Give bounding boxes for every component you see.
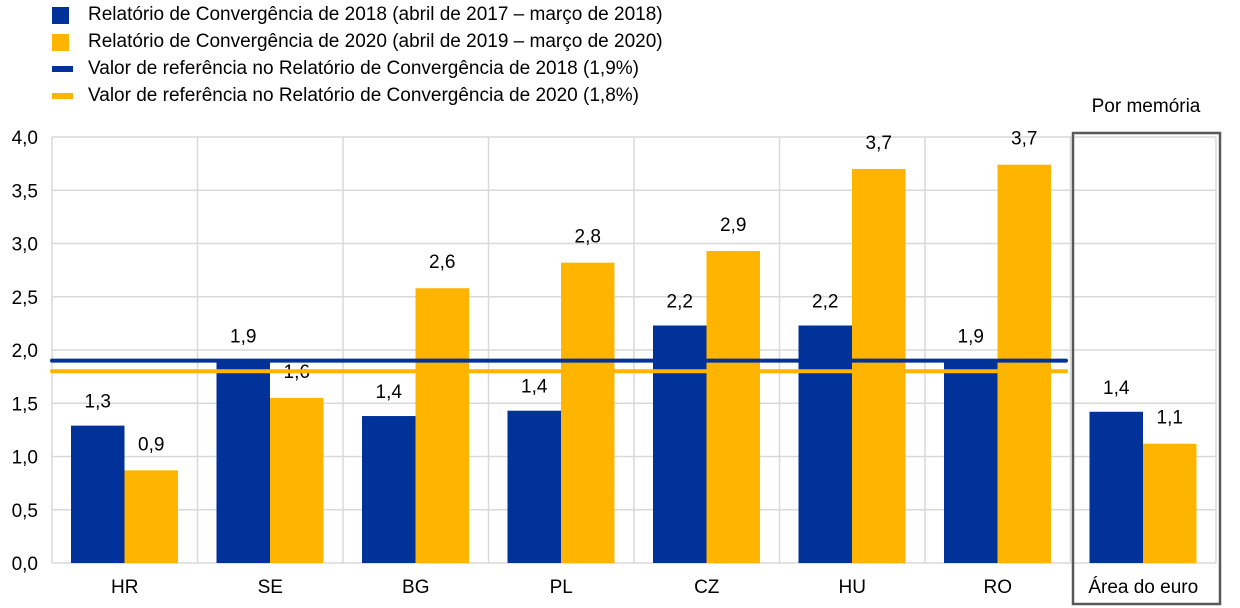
data-label: 2,2 bbox=[667, 292, 693, 313]
legend-label: Relatório de Convergência de 2018 (abril… bbox=[88, 4, 663, 25]
legend-item-2018: Relatório de Convergência de 2018 (abril… bbox=[52, 4, 663, 26]
y-tick-label: 3,5 bbox=[12, 181, 38, 202]
data-label: 3,7 bbox=[866, 133, 892, 154]
bar bbox=[507, 410, 561, 563]
x-tick-label: HR bbox=[111, 577, 138, 598]
data-label: 3,7 bbox=[1011, 129, 1037, 150]
y-tick-label: 2,0 bbox=[12, 341, 38, 362]
x-tick-label: SE bbox=[258, 577, 283, 598]
bar bbox=[561, 262, 615, 563]
data-label: 1,1 bbox=[1157, 408, 1183, 429]
legend-label: Valor de referência no Relatório de Conv… bbox=[88, 85, 639, 106]
data-label: 1,9 bbox=[230, 327, 256, 348]
x-tick-label: PL bbox=[550, 577, 573, 598]
memo-label: Por memória bbox=[1092, 96, 1201, 117]
bar bbox=[706, 250, 760, 563]
data-label: 1,4 bbox=[521, 377, 548, 398]
x-tick-label: Área do euro bbox=[1088, 577, 1198, 598]
memo-frame bbox=[1071, 131, 1222, 606]
y-tick-label: 4,0 bbox=[12, 128, 38, 149]
bar bbox=[362, 416, 416, 563]
legend-label: Valor de referência no Relatório de Conv… bbox=[88, 58, 639, 79]
legend-line bbox=[52, 93, 73, 99]
y-tick-label: 3,0 bbox=[12, 235, 38, 256]
data-label: 1,3 bbox=[85, 392, 111, 413]
y-tick-label: 0,0 bbox=[12, 554, 38, 575]
legend-swatch bbox=[52, 6, 69, 24]
bar bbox=[798, 325, 852, 563]
x-tick-label: BG bbox=[402, 577, 429, 598]
bar bbox=[1089, 411, 1143, 563]
bar bbox=[1143, 443, 1197, 563]
x-tick-label: CZ bbox=[694, 577, 720, 598]
x-tick-label: RO bbox=[984, 577, 1013, 598]
bar bbox=[944, 360, 998, 563]
bar bbox=[852, 168, 906, 563]
legend-item-ref-2020: Valor de referência no Relatório de Conv… bbox=[52, 85, 639, 107]
bar bbox=[997, 164, 1051, 563]
data-label: 2,8 bbox=[575, 227, 601, 248]
y-tick-label: 1,5 bbox=[12, 394, 38, 415]
data-label: 0,9 bbox=[138, 434, 164, 455]
bar bbox=[216, 360, 270, 563]
legend-swatch bbox=[52, 33, 69, 51]
bar bbox=[71, 425, 125, 563]
legend-item-2020: Relatório de Convergência de 2020 (abril… bbox=[52, 31, 663, 53]
y-tick-label: 0,5 bbox=[12, 501, 38, 522]
data-label: 1,4 bbox=[1103, 378, 1130, 399]
bar bbox=[653, 325, 707, 563]
legend-line bbox=[52, 66, 73, 72]
y-tick-label: 2,5 bbox=[12, 288, 38, 309]
bar bbox=[270, 397, 324, 563]
bar bbox=[124, 470, 178, 563]
legend-label: Relatório de Convergência de 2020 (abril… bbox=[88, 31, 663, 52]
data-label: 1,4 bbox=[376, 382, 403, 403]
x-tick-label: HU bbox=[839, 577, 866, 598]
data-label: 2,6 bbox=[429, 252, 455, 273]
y-tick-label: 1,0 bbox=[12, 448, 38, 469]
data-label: 2,9 bbox=[720, 215, 746, 236]
legend-item-ref-2018: Valor de referência no Relatório de Conv… bbox=[52, 58, 639, 80]
bar bbox=[415, 288, 469, 563]
data-label: 1,9 bbox=[958, 327, 984, 348]
data-label: 2,2 bbox=[812, 292, 838, 313]
